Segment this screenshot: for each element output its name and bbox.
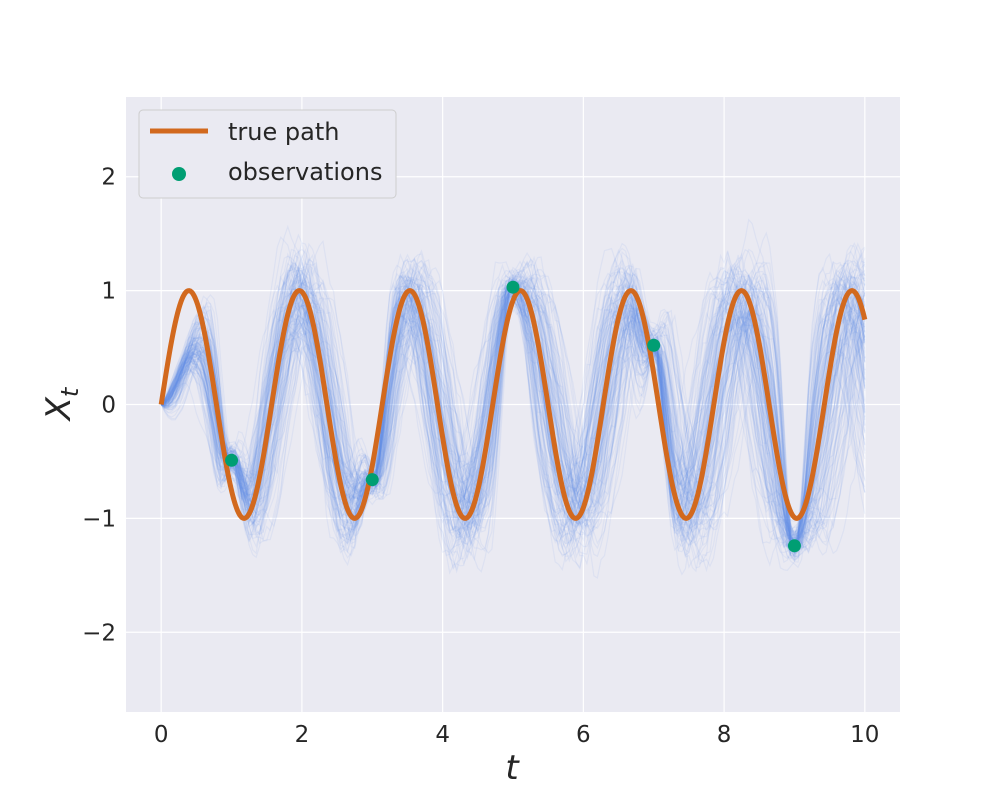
true-path-series bbox=[158, 288, 868, 521]
y-axis-label-subscript: t bbox=[56, 386, 84, 397]
x-tick-label: 2 bbox=[295, 722, 310, 748]
observation-point bbox=[365, 473, 379, 487]
x-axis-label: t bbox=[505, 748, 520, 788]
sample-path bbox=[161, 274, 866, 553]
legend-true-path-label: true path bbox=[228, 118, 339, 146]
sample-path bbox=[160, 273, 866, 559]
legend-observations-label: observations bbox=[228, 158, 382, 186]
legend: true path observations bbox=[138, 109, 397, 199]
sample-path bbox=[160, 267, 866, 537]
sample-path bbox=[160, 265, 866, 554]
sample-path bbox=[161, 275, 866, 552]
legend-observations-swatch bbox=[172, 167, 186, 181]
sample-path bbox=[160, 277, 866, 561]
sample-path bbox=[160, 274, 866, 542]
y-axis-label: Xt bbox=[39, 386, 84, 422]
sample-path bbox=[161, 267, 866, 544]
y-tick-label: 2 bbox=[101, 165, 116, 191]
sample-path bbox=[160, 261, 866, 554]
y-axis-label-main: X bbox=[39, 396, 79, 422]
x-tick-label: 6 bbox=[576, 722, 591, 748]
x-tick-label: 0 bbox=[154, 722, 169, 748]
sample-path bbox=[160, 277, 866, 557]
sample-path bbox=[161, 276, 866, 562]
y-tick-label: 1 bbox=[101, 279, 116, 305]
sample-path bbox=[160, 254, 866, 571]
sample-path bbox=[160, 266, 866, 572]
y-tick-label: −1 bbox=[82, 506, 116, 532]
y-tick-label: −2 bbox=[82, 620, 116, 646]
y-tick-label: 0 bbox=[101, 393, 116, 419]
sample-path bbox=[160, 273, 866, 538]
x-tick-label: 10 bbox=[850, 722, 879, 748]
sample-path bbox=[160, 293, 866, 549]
x-tick-label: 8 bbox=[717, 722, 732, 748]
observations-series bbox=[225, 280, 801, 553]
observation-point bbox=[506, 280, 520, 294]
x-tick-labels: 0 2 4 6 8 10 bbox=[154, 722, 880, 748]
sample-path bbox=[161, 255, 866, 562]
y-tick-labels: −2 −1 0 1 2 bbox=[82, 165, 116, 647]
observation-point bbox=[787, 539, 801, 553]
x-tick-label: 4 bbox=[435, 722, 450, 748]
observation-point bbox=[225, 453, 239, 467]
sample-path bbox=[160, 260, 866, 559]
observation-point bbox=[647, 338, 661, 352]
true-path-line bbox=[158, 288, 868, 521]
